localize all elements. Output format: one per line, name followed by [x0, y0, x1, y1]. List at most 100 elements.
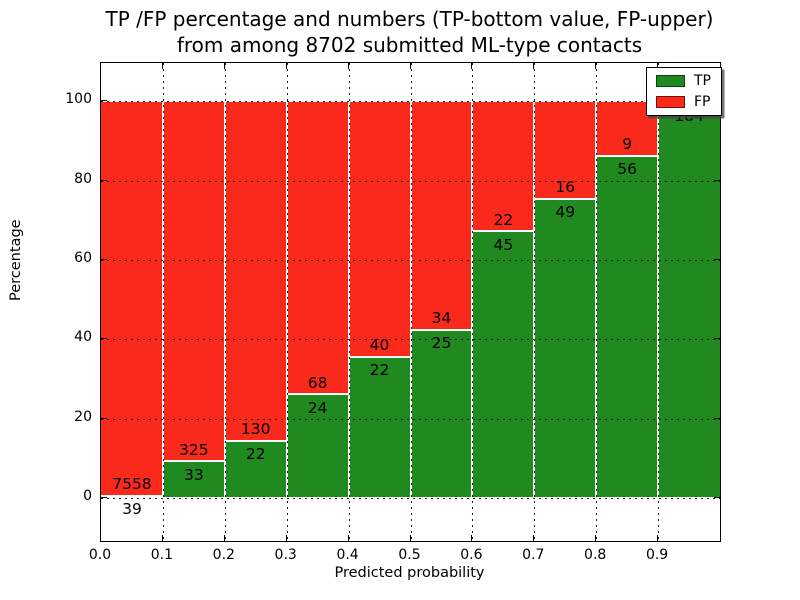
bar-segment-edge — [224, 439, 287, 442]
legend-item-tp: TP — [656, 74, 711, 88]
gridline-horizontal — [101, 101, 720, 103]
y-tick-label: 100 — [65, 91, 92, 108]
fp-count-label: 325 — [179, 440, 209, 459]
fp-count-label: 130 — [240, 419, 271, 438]
x-tick-mark — [657, 535, 659, 541]
x-tick-mark-top — [657, 63, 659, 69]
bar-bin-0.7 — [534, 101, 597, 499]
x-axis-label: Predicted probability — [334, 565, 485, 581]
legend-fp-swatch — [656, 96, 685, 108]
x-tick-mark — [533, 535, 535, 541]
y-tick-label: 20 — [74, 408, 92, 425]
chart-title-line1: TP /FP percentage and numbers (TP-bottom… — [105, 7, 714, 31]
y-tick-mark-right — [714, 258, 720, 260]
gridline-horizontal — [101, 418, 720, 420]
legend-fp-label: FP — [694, 94, 711, 110]
y-tick-mark — [101, 417, 107, 419]
gridline-horizontal — [101, 498, 720, 500]
y-axis-label: Percentage — [8, 219, 24, 301]
y-tick-mark — [101, 258, 107, 260]
x-tick-mark — [161, 535, 163, 541]
fp-segment — [348, 101, 411, 358]
y-tick-mark-right — [714, 417, 720, 419]
tp-count-label: 22 — [245, 444, 266, 463]
fp-count-label: 40 — [369, 336, 390, 355]
bar-bin-0.3 — [286, 101, 349, 499]
x-tick-label: 0.6 — [460, 547, 483, 563]
y-tick-label: 60 — [74, 249, 92, 266]
chart-title-line2: from among 8702 submitted ML-type contac… — [176, 33, 643, 57]
x-tick-label: 0.0 — [88, 547, 112, 563]
tp-segment — [348, 357, 411, 499]
tp-count-label: 49 — [555, 202, 576, 221]
bar-bin-0.8 — [596, 101, 659, 499]
legend: TP FP — [646, 67, 722, 116]
x-tick-label: 0.5 — [398, 547, 421, 563]
bar-segment-edge — [162, 460, 225, 463]
x-tick-mark-top — [347, 63, 349, 69]
tp-count-label: 24 — [307, 398, 328, 417]
gridline-vertical — [534, 63, 536, 541]
gridline-vertical — [410, 63, 412, 541]
y-tick-mark — [101, 100, 107, 102]
tp-count-label: 45 — [493, 235, 514, 254]
bar-segment-edge — [596, 155, 659, 158]
x-tick-mark-top — [595, 63, 597, 69]
bar-bin-0.5 — [410, 101, 473, 499]
fp-segment — [162, 101, 225, 462]
x-tick-label: 0.2 — [212, 547, 235, 563]
tp-count-label: 39 — [122, 500, 142, 519]
fp-segment — [534, 101, 597, 199]
tp-segment — [596, 156, 659, 499]
bar-bin-0.6 — [472, 101, 535, 499]
legend-tp-swatch — [656, 75, 685, 87]
y-tick-mark — [101, 338, 107, 340]
gridline-vertical — [286, 63, 288, 541]
y-tick-mark — [101, 179, 107, 181]
fp-segment — [101, 101, 163, 497]
bar-bin-0.9 — [658, 101, 720, 499]
tp-count-label: 22 — [369, 361, 390, 380]
gridline-vertical — [658, 63, 660, 541]
tp-segment — [472, 231, 535, 499]
fp-count-label: 34 — [431, 308, 452, 327]
x-tick-mark-top — [285, 63, 287, 69]
bar-bin-0.2 — [224, 101, 287, 499]
y-tick-label: 0 — [83, 488, 92, 505]
x-tick-mark-top — [409, 63, 411, 69]
bar-segment-edge — [534, 197, 597, 200]
fp-segment — [224, 101, 287, 441]
x-tick-mark — [471, 535, 473, 541]
x-tick-label: 0.7 — [522, 547, 545, 563]
bar-segment-edge — [101, 495, 163, 498]
fp-count-label: 22 — [493, 210, 514, 229]
y-tick-label: 80 — [74, 170, 92, 187]
y-tick-label: 40 — [74, 329, 92, 346]
gridline-horizontal — [101, 180, 720, 182]
x-tick-mark — [595, 535, 597, 541]
tp-segment — [534, 198, 597, 499]
fp-segment — [410, 101, 473, 330]
legend-item-fp: FP — [656, 95, 711, 109]
x-tick-mark — [285, 535, 287, 541]
gridline-vertical — [348, 63, 350, 541]
fp-count-label: 16 — [555, 177, 576, 196]
tp-count-label: 25 — [431, 333, 452, 352]
x-tick-mark-top — [471, 63, 473, 69]
bar-bin-0 — [101, 101, 163, 499]
legend-tp-label: TP — [694, 73, 711, 89]
x-tick-mark-top — [533, 63, 535, 69]
y-tick-mark-right — [714, 497, 720, 499]
bar-bin-0.4 — [348, 101, 411, 499]
tp-count-label: 56 — [617, 160, 637, 179]
y-tick-mark-right — [714, 338, 720, 340]
y-tick-mark-right — [714, 179, 720, 181]
gridline-vertical — [162, 63, 164, 541]
bar-segment-edge — [472, 230, 535, 233]
x-tick-mark — [409, 535, 411, 541]
bar-bin-0.1 — [162, 101, 225, 499]
fp-count-label: 9 — [622, 135, 633, 154]
gridline-vertical — [224, 63, 226, 541]
x-tick-label: 0.1 — [150, 547, 174, 563]
